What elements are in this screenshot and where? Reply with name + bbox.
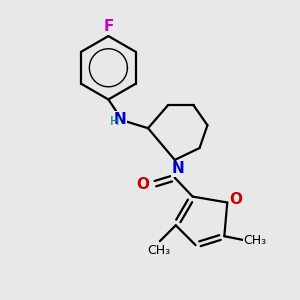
Text: H: H — [110, 115, 119, 128]
Text: F: F — [103, 19, 114, 34]
Text: N: N — [114, 112, 127, 127]
Text: CH₃: CH₃ — [244, 234, 267, 247]
Text: O: O — [230, 192, 243, 207]
Text: N: N — [171, 161, 184, 176]
Text: O: O — [136, 177, 150, 192]
Text: CH₃: CH₃ — [147, 244, 170, 256]
